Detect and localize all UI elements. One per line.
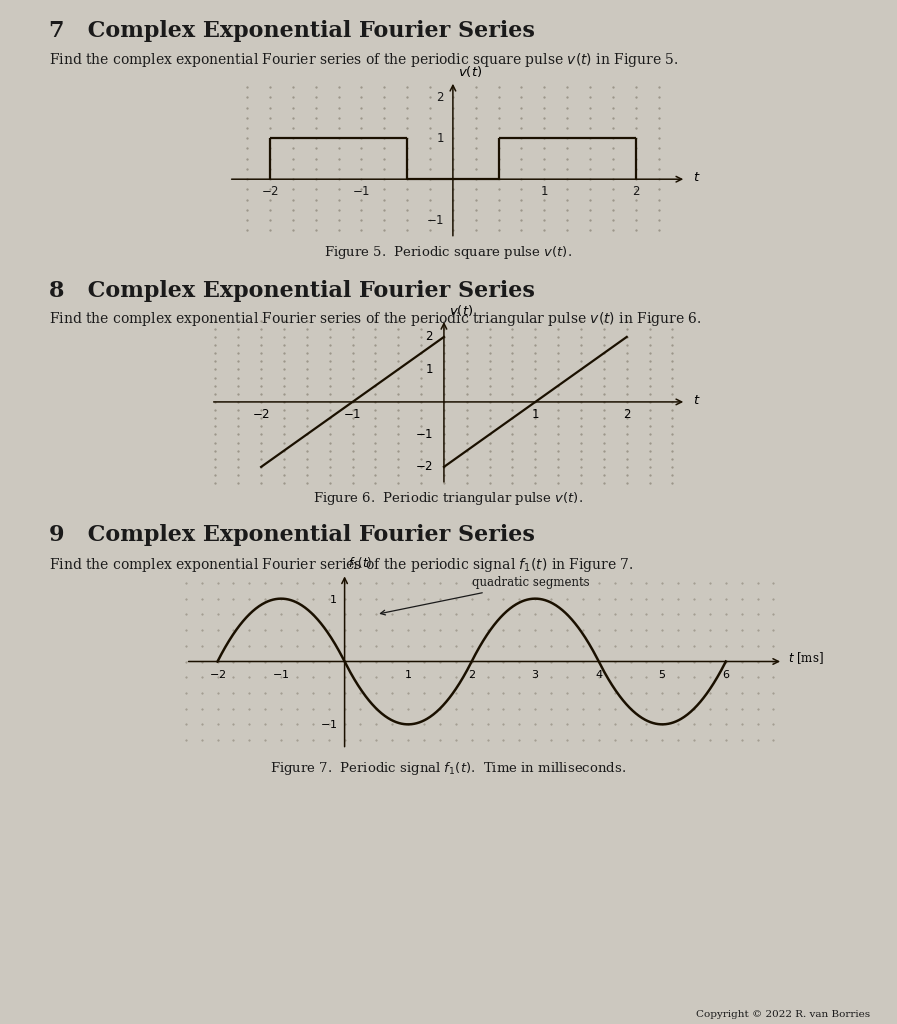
Text: 8   Complex Exponential Fourier Series: 8 Complex Exponential Fourier Series <box>49 280 536 301</box>
Text: $3$: $3$ <box>531 668 539 680</box>
Text: $2$: $2$ <box>631 184 640 198</box>
Text: $2$: $2$ <box>623 408 631 421</box>
Text: Figure 7.  Periodic signal $f_1(t)$.  Time in milliseconds.: Figure 7. Periodic signal $f_1(t)$. Time… <box>271 760 626 777</box>
Text: $5$: $5$ <box>658 668 666 680</box>
Text: 9   Complex Exponential Fourier Series: 9 Complex Exponential Fourier Series <box>49 524 536 546</box>
Text: $1$: $1$ <box>436 132 445 144</box>
Text: $-1$: $-1$ <box>273 668 290 680</box>
Text: Copyright © 2022 R. van Borries: Copyright © 2022 R. van Borries <box>696 1010 870 1019</box>
Text: $-2$: $-2$ <box>414 461 433 473</box>
Text: $-2$: $-2$ <box>261 184 279 198</box>
Text: $1$: $1$ <box>424 362 433 376</box>
Text: quadratic segments: quadratic segments <box>380 577 589 614</box>
Text: $1$: $1$ <box>540 184 549 198</box>
Text: $1$: $1$ <box>531 408 539 421</box>
Text: $1$: $1$ <box>405 668 412 680</box>
Text: $2$: $2$ <box>467 668 475 680</box>
Text: $6$: $6$ <box>722 668 730 680</box>
Text: $-1$: $-1$ <box>353 184 370 198</box>
Text: $-1$: $-1$ <box>319 719 337 730</box>
Text: $f_1(t)$: $f_1(t)$ <box>348 556 373 572</box>
Text: $-1$: $-1$ <box>344 408 361 421</box>
Text: Find the complex exponential Fourier series of the periodic triangular pulse $v(: Find the complex exponential Fourier ser… <box>49 310 701 329</box>
Text: $t$: $t$ <box>692 171 701 183</box>
Text: $t$ [ms]: $t$ [ms] <box>788 650 823 667</box>
Text: $-1$: $-1$ <box>426 214 445 226</box>
Text: $t$: $t$ <box>692 394 701 407</box>
Text: Figure 6.  Periodic triangular pulse $v(t)$.: Figure 6. Periodic triangular pulse $v(t… <box>313 490 584 508</box>
Text: $2$: $2$ <box>424 331 433 343</box>
Text: $-2$: $-2$ <box>252 408 270 421</box>
Text: $-2$: $-2$ <box>209 668 226 680</box>
Text: 7   Complex Exponential Fourier Series: 7 Complex Exponential Fourier Series <box>49 20 536 42</box>
Text: Find the complex exponential Fourier series of the periodic square pulse $v(t)$ : Find the complex exponential Fourier ser… <box>49 51 679 70</box>
Text: $1$: $1$ <box>329 593 337 604</box>
Text: $2$: $2$ <box>436 91 445 103</box>
Text: $4$: $4$ <box>595 668 603 680</box>
Text: $-1$: $-1$ <box>414 428 433 441</box>
Text: Figure 5.  Periodic square pulse $v(t)$.: Figure 5. Periodic square pulse $v(t)$. <box>325 244 572 261</box>
Text: $v(t)$: $v(t)$ <box>458 63 483 79</box>
Text: Find the complex exponential Fourier series of the periodic signal $f_1(t)$ in F: Find the complex exponential Fourier ser… <box>49 556 634 574</box>
Text: $v(t)$: $v(t)$ <box>449 303 474 318</box>
